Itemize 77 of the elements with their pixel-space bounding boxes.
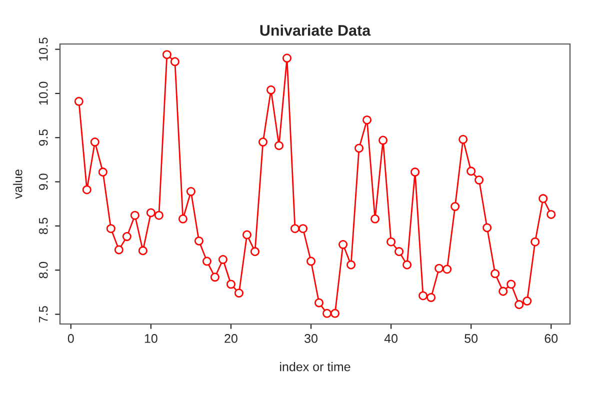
point [82,185,92,194]
point [474,176,484,185]
point [130,210,140,220]
x-axis-title: index or time [280,362,350,372]
x-tick-label: 0 [68,334,74,343]
x-tick-label: 40 [384,334,398,343]
point [434,264,444,273]
point [546,210,556,219]
point [314,298,324,308]
point [498,286,508,296]
x-tick-label: 20 [224,334,238,343]
point [266,85,276,94]
point [138,246,148,256]
point [210,272,220,282]
point [386,237,396,246]
point [402,260,412,270]
x-tick-label: 50 [464,334,478,343]
point [162,50,172,60]
point [290,224,300,234]
y-tick-label: 7.5 [39,306,48,322]
point [154,210,164,220]
point [282,54,292,63]
point [514,300,524,310]
point [394,247,404,256]
y-tick-label: 8.5 [38,218,48,234]
point [466,166,476,176]
x-tick-label: 30 [304,334,318,343]
point [106,224,116,234]
point [90,138,100,147]
point [378,136,388,145]
point [442,264,452,274]
y-tick-label: 8.0 [38,262,48,278]
point [298,224,308,234]
point [306,256,316,266]
point [242,230,252,240]
point [482,223,492,232]
point [530,237,540,246]
chart-title: Univariate Data [260,24,371,36]
point [234,288,244,298]
point [194,236,204,246]
point [114,245,124,254]
point [186,186,196,196]
point [362,115,372,124]
point [258,138,268,147]
point [410,168,420,177]
y-tick-label: 10.0 [38,82,48,105]
point [418,291,428,300]
point [538,194,548,204]
point [458,134,468,144]
point [98,168,108,177]
y-tick-label: 9.5 [38,129,48,146]
x-tick-label: 10 [144,334,158,343]
y-axis-title: value [13,170,22,199]
point [74,96,84,106]
point [202,256,212,266]
point [490,269,500,278]
y-tick-label: 10.5 [38,38,48,61]
point [274,141,284,150]
point [354,144,364,153]
point [426,292,436,302]
point [146,208,156,218]
point [170,57,180,66]
point [506,280,516,289]
point [370,214,380,224]
y-tick-label: 9.0 [38,174,48,190]
point [218,255,228,264]
point [250,247,260,256]
x-tick-label: 60 [544,334,558,343]
point [122,232,132,242]
point [178,214,188,224]
point [346,260,356,270]
point [322,308,332,318]
point [226,280,236,289]
point [330,308,340,318]
point [338,240,348,250]
point [450,202,460,212]
point [522,296,532,306]
